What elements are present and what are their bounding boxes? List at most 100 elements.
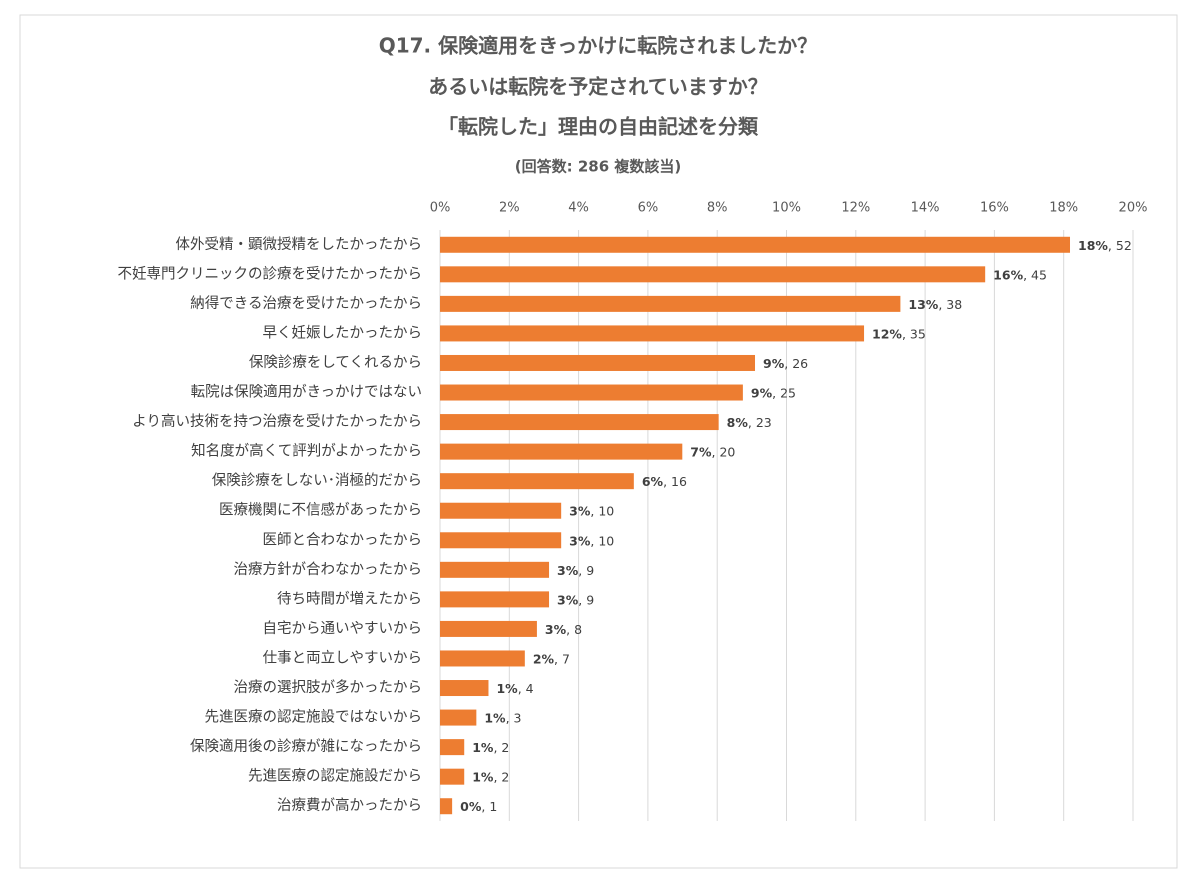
separator: , bbox=[578, 562, 586, 577]
count-label: 25 bbox=[780, 385, 796, 400]
percent-label: 16% bbox=[993, 267, 1023, 282]
data-label: 8%, 23 bbox=[727, 415, 772, 430]
count-label: 10 bbox=[598, 533, 614, 548]
chart-title: あるいは転院を予定されていますか？ bbox=[428, 75, 767, 99]
separator: , bbox=[1108, 237, 1116, 252]
bar bbox=[440, 739, 465, 756]
percent-label: 3% bbox=[557, 592, 579, 607]
data-label: 13%, 38 bbox=[908, 296, 962, 311]
percent-label: 12% bbox=[872, 326, 902, 341]
category-label: 転院は保険適用がきっかけではない bbox=[191, 383, 422, 401]
chart-subtitle: (回答数: 286 複数該当) bbox=[515, 158, 681, 176]
percent-label: 3% bbox=[545, 621, 567, 636]
percent-label: 1% bbox=[472, 740, 494, 755]
category-label: 治療費が高かったから bbox=[277, 797, 422, 814]
x-tick-label: 20% bbox=[1119, 201, 1148, 216]
separator: , bbox=[481, 799, 489, 814]
separator: , bbox=[578, 592, 586, 607]
bar bbox=[440, 650, 525, 667]
separator: , bbox=[506, 710, 514, 725]
count-label: 9 bbox=[586, 592, 594, 607]
category-label: 治療の選択肢が多かったから bbox=[234, 679, 423, 696]
count-label: 3 bbox=[514, 710, 522, 725]
category-label: 納得できる治療を受けたかったから bbox=[190, 295, 422, 312]
data-label: 9%, 25 bbox=[751, 385, 796, 400]
percent-label: 9% bbox=[763, 355, 785, 370]
separator: , bbox=[938, 296, 946, 311]
x-tick-label: 2% bbox=[499, 201, 520, 216]
count-label: 8 bbox=[574, 621, 582, 636]
category-label: 待ち時間が増えたから bbox=[277, 590, 422, 607]
data-label: 1%, 2 bbox=[472, 740, 509, 755]
separator: , bbox=[590, 533, 598, 548]
x-tick-label: 0% bbox=[430, 201, 451, 216]
separator: , bbox=[712, 444, 720, 459]
separator: , bbox=[518, 681, 526, 696]
separator: , bbox=[566, 621, 574, 636]
bar bbox=[440, 266, 986, 283]
category-label: 自宅から通いやすいから bbox=[263, 620, 423, 637]
percent-label: 8% bbox=[727, 415, 749, 430]
count-label: 20 bbox=[719, 444, 735, 459]
percent-label: 0% bbox=[460, 799, 482, 814]
separator: , bbox=[902, 326, 910, 341]
x-tick-label: 12% bbox=[841, 201, 870, 216]
x-tick-label: 16% bbox=[980, 201, 1009, 216]
data-label: 1%, 4 bbox=[496, 681, 533, 696]
bar bbox=[440, 798, 453, 815]
data-label: 3%, 9 bbox=[557, 562, 594, 577]
count-label: 9 bbox=[586, 562, 594, 577]
count-label: 52 bbox=[1116, 237, 1132, 252]
chart-frame bbox=[19, 14, 1178, 869]
count-label: 1 bbox=[489, 799, 497, 814]
percent-label: 18% bbox=[1078, 237, 1108, 252]
data-label: 12%, 35 bbox=[872, 326, 926, 341]
percent-label: 3% bbox=[569, 533, 591, 548]
count-label: 2 bbox=[501, 740, 509, 755]
category-label: 先進医療の認定施設ではないから bbox=[205, 709, 423, 726]
category-label: 保険診療をしない･消極的だから bbox=[212, 472, 422, 489]
bar bbox=[440, 473, 634, 490]
category-label: より高い技術を持つ治療を受けたかったから bbox=[132, 413, 422, 430]
category-label: 保険適用後の診療が雑になったから bbox=[190, 737, 422, 755]
category-label: 体外受精・顕微授精をしたかったから bbox=[176, 236, 423, 253]
separator: , bbox=[772, 385, 780, 400]
percent-label: 1% bbox=[496, 681, 518, 696]
data-label: 3%, 10 bbox=[569, 533, 614, 548]
x-tick-label: 14% bbox=[911, 201, 940, 216]
x-tick-label: 4% bbox=[568, 201, 589, 216]
count-label: 2 bbox=[501, 769, 509, 784]
count-label: 10 bbox=[598, 503, 614, 518]
data-label: 3%, 8 bbox=[545, 621, 582, 636]
chart-title: 「転院した」理由の自由記述を分類 bbox=[438, 115, 759, 139]
data-label: 3%, 9 bbox=[557, 592, 594, 607]
percent-label: 9% bbox=[751, 385, 773, 400]
separator: , bbox=[493, 769, 501, 784]
bar bbox=[440, 561, 550, 578]
category-label: 先進医療の認定施設だから bbox=[248, 768, 422, 785]
x-tick-label: 18% bbox=[1049, 201, 1078, 216]
category-label: 治療方針が合わなかったから bbox=[234, 561, 423, 578]
separator: , bbox=[748, 415, 756, 430]
count-label: 16 bbox=[671, 474, 687, 489]
count-label: 7 bbox=[562, 651, 570, 666]
category-label: 医師と合わなかったから bbox=[263, 531, 423, 548]
count-label: 35 bbox=[910, 326, 926, 341]
x-tick-label: 8% bbox=[707, 201, 728, 216]
separator: , bbox=[784, 355, 792, 370]
separator: , bbox=[590, 503, 598, 518]
count-label: 26 bbox=[792, 355, 808, 370]
data-label: 6%, 16 bbox=[642, 474, 687, 489]
bar bbox=[440, 325, 865, 342]
data-label: 7%, 20 bbox=[690, 444, 735, 459]
bar bbox=[440, 532, 562, 549]
bar bbox=[440, 354, 756, 371]
bar bbox=[440, 414, 719, 431]
bar bbox=[440, 591, 550, 608]
bar bbox=[440, 709, 477, 726]
count-label: 38 bbox=[946, 296, 962, 311]
data-label: 3%, 10 bbox=[569, 503, 614, 518]
percent-label: 3% bbox=[569, 503, 591, 518]
bar bbox=[440, 295, 901, 312]
